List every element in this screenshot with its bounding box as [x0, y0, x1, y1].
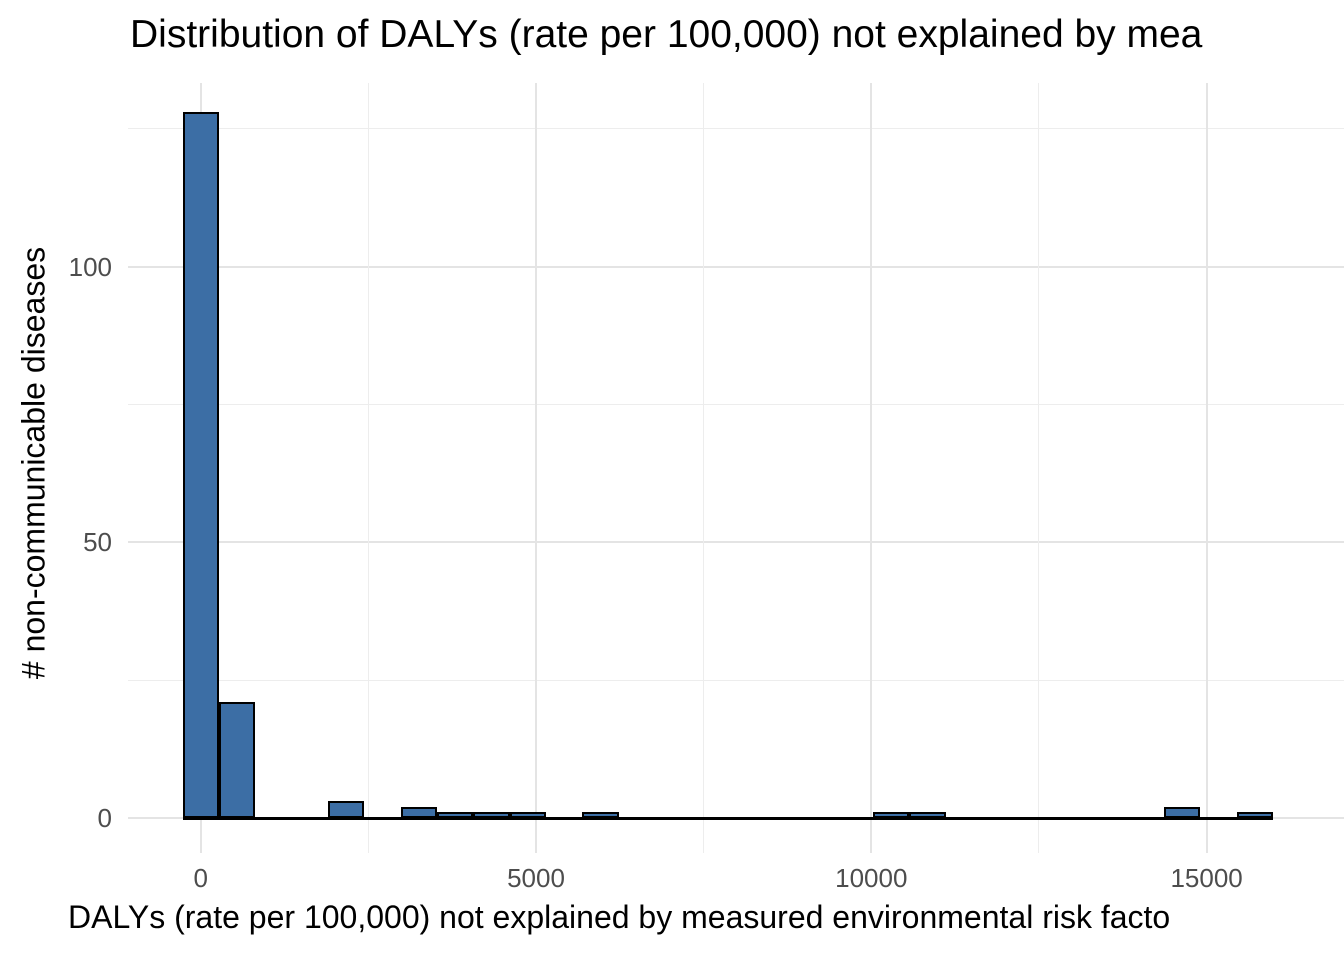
gridline-y-major — [128, 541, 1344, 544]
x-tick-label: 10000 — [835, 863, 908, 893]
histogram-bar — [873, 812, 910, 818]
y-tick-label: 0 — [97, 803, 112, 833]
gridline-x-major — [870, 83, 873, 853]
gridline-x-minor — [703, 83, 705, 853]
gridline-x-major — [1205, 83, 1208, 853]
chart-title: Distribution of DALYs (rate per 100,000)… — [130, 13, 1203, 56]
y-tick-label: 100 — [68, 251, 112, 282]
gridline-y-major — [128, 265, 1344, 268]
histogram-bar — [582, 812, 619, 818]
histogram-bar — [509, 812, 546, 818]
histogram-bar — [1236, 812, 1273, 818]
x-axis-title: DALYs (rate per 100,000) not explained b… — [68, 899, 1171, 935]
histogram-bar — [327, 801, 365, 818]
x-tick-label: 5000 — [507, 863, 565, 893]
gridline-x-minor — [367, 83, 369, 853]
histogram-bar — [473, 812, 510, 818]
histogram-bar — [400, 806, 437, 818]
y-tick-label: 50 — [83, 527, 112, 558]
histogram-bar — [436, 812, 474, 818]
histogram-bar — [1163, 806, 1201, 818]
histogram-bar — [218, 702, 256, 818]
gridline-x-major — [535, 83, 537, 853]
gridline-y-minor — [128, 679, 1344, 681]
gridline-y-minor — [128, 128, 1344, 130]
histogram-bar — [909, 812, 946, 818]
x-tick-label: 0 — [193, 863, 208, 893]
y-axis-title: # non-communicable diseases — [15, 246, 52, 680]
histogram-bar — [182, 112, 219, 818]
gridline-y-minor — [128, 403, 1344, 405]
gridline-x-minor — [1038, 83, 1040, 853]
x-tick-label: 15000 — [1170, 863, 1243, 893]
zero-baseline — [182, 816, 1273, 820]
